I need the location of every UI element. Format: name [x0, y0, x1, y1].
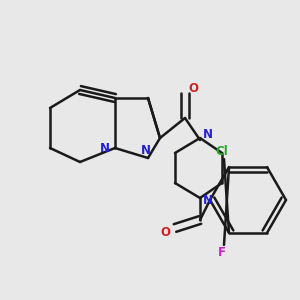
- Text: F: F: [218, 246, 226, 260]
- Text: N: N: [203, 194, 213, 208]
- Text: N: N: [203, 128, 213, 142]
- Text: O: O: [160, 226, 170, 238]
- Text: O: O: [188, 82, 198, 95]
- Text: N: N: [100, 142, 110, 154]
- Text: Cl: Cl: [216, 145, 228, 158]
- Text: N: N: [141, 145, 151, 158]
